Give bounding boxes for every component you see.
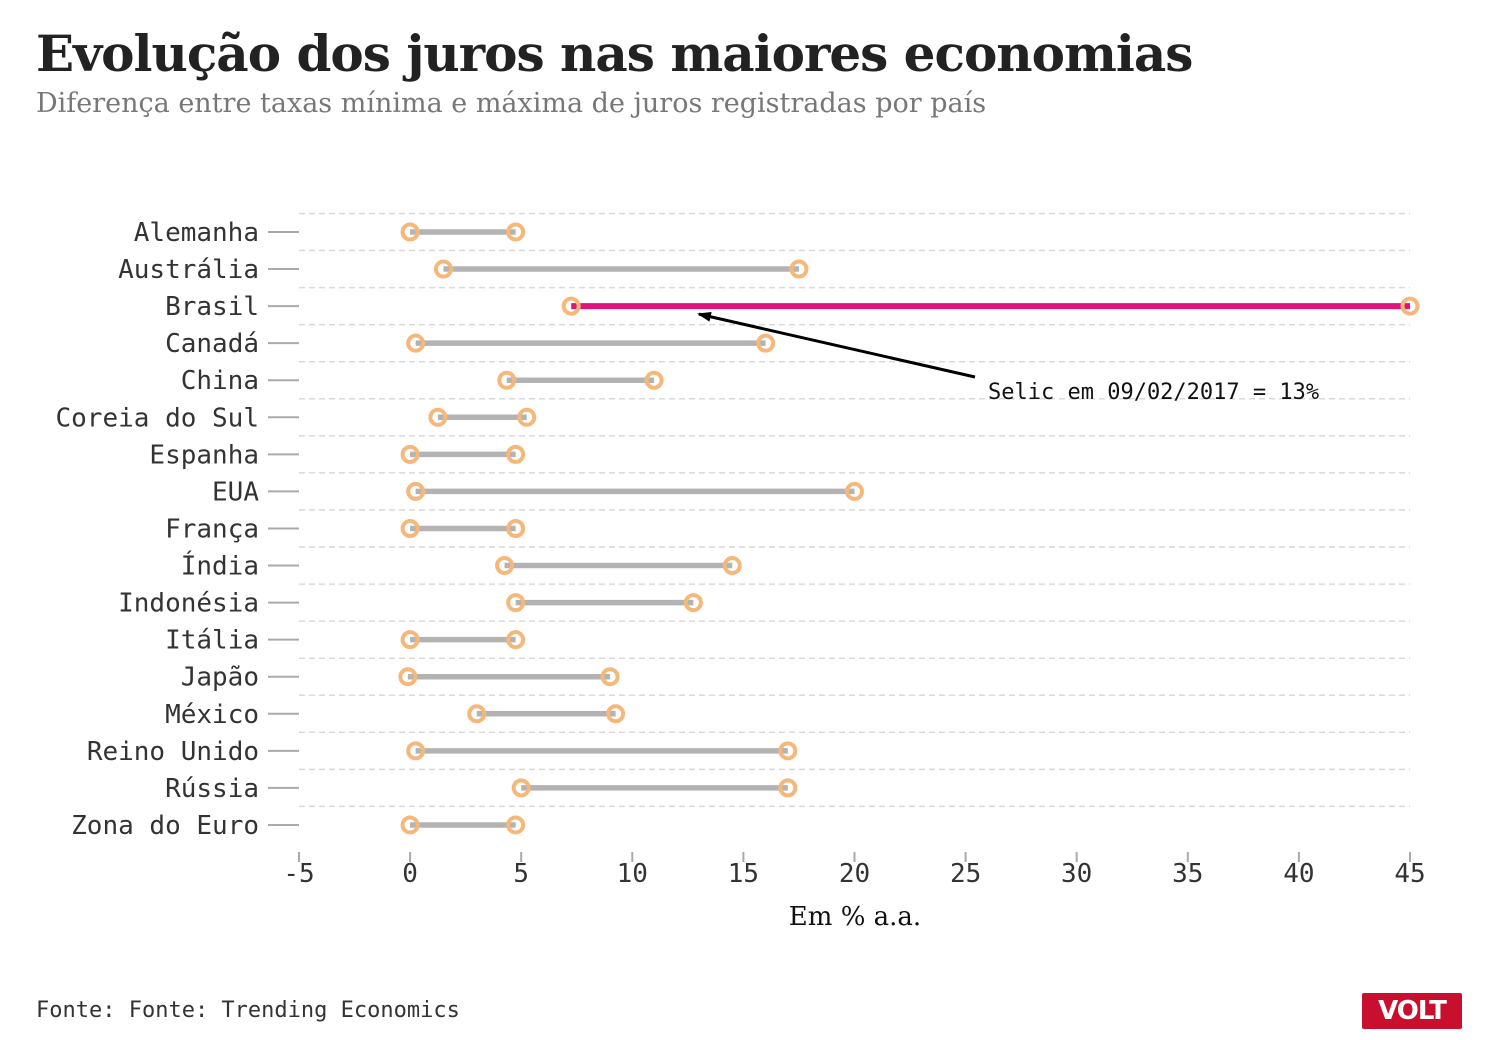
category-label: México bbox=[165, 700, 259, 730]
category-label: Rússia bbox=[165, 774, 259, 804]
max-point bbox=[789, 259, 809, 279]
min-point bbox=[400, 222, 420, 242]
min-point bbox=[467, 704, 487, 724]
min-point bbox=[497, 370, 517, 390]
category-label: EUA bbox=[212, 477, 259, 507]
max-point bbox=[506, 222, 526, 242]
max-point bbox=[606, 704, 626, 724]
annotation: Selic em 09/02/2017 = 13% bbox=[697, 311, 1319, 405]
min-point bbox=[406, 741, 426, 761]
min-point bbox=[511, 778, 531, 798]
annotation-arrow bbox=[697, 311, 976, 379]
range-points bbox=[398, 222, 1420, 835]
category-label: Reino Unido bbox=[87, 737, 259, 767]
min-point bbox=[428, 407, 448, 427]
x-tick-label: 25 bbox=[950, 859, 981, 889]
max-point bbox=[506, 630, 526, 650]
volt-logo: VOLT bbox=[1362, 993, 1462, 1029]
x-tick-label: 35 bbox=[1172, 859, 1203, 889]
x-tick-label: 45 bbox=[1394, 859, 1425, 889]
category-label: Coreia do Sul bbox=[56, 403, 260, 433]
min-point bbox=[400, 444, 420, 464]
source-note: Fonte: Fonte: Trending Economics bbox=[36, 998, 460, 1023]
category-label: China bbox=[181, 366, 259, 396]
max-point bbox=[506, 444, 526, 464]
min-point bbox=[433, 259, 453, 279]
x-axis-label: Em % a.a. bbox=[789, 902, 921, 932]
x-tick-label: 10 bbox=[617, 859, 648, 889]
min-point bbox=[406, 481, 426, 501]
x-tick-label: 40 bbox=[1283, 859, 1314, 889]
max-point bbox=[683, 593, 703, 613]
annotation-text: Selic em 09/02/2017 = 13% bbox=[988, 380, 1319, 405]
x-tick-label: 5 bbox=[513, 859, 529, 889]
category-label: França bbox=[165, 514, 259, 544]
chart-title: Evolução dos juros nas maiores economias bbox=[36, 24, 1193, 83]
max-point bbox=[506, 518, 526, 538]
min-point bbox=[406, 333, 426, 353]
grid-lines bbox=[299, 212, 1410, 808]
max-point bbox=[845, 481, 864, 501]
max-point bbox=[600, 667, 620, 687]
category-label: Brasil bbox=[165, 292, 259, 322]
category-label: Austrália bbox=[118, 255, 259, 285]
x-tick-label: 30 bbox=[1061, 859, 1092, 889]
min-point bbox=[561, 296, 581, 316]
max-point bbox=[778, 741, 798, 761]
max-point bbox=[644, 370, 664, 390]
max-point bbox=[1400, 296, 1420, 316]
category-label: Indonésia bbox=[118, 589, 259, 619]
min-point bbox=[506, 593, 526, 613]
range-bars bbox=[407, 229, 1410, 828]
category-label: Canadá bbox=[165, 329, 259, 359]
category-label: Japão bbox=[181, 663, 259, 693]
category-labels: Alemanha Austrália Brasil Canadá China Coreia… bbox=[56, 218, 260, 841]
max-point bbox=[506, 815, 526, 835]
x-tick-label: -5 bbox=[283, 859, 314, 889]
x-tick-label: 0 bbox=[402, 859, 418, 889]
chart-subtitle: Diferença entre taxas mínima e máxima de… bbox=[36, 88, 987, 119]
x-axis: -5 0 5 10 15 20 25 30 35 40 45 bbox=[283, 852, 1426, 889]
min-point bbox=[398, 667, 418, 687]
category-label: Zona do Euro bbox=[71, 811, 259, 841]
category-label: Índia bbox=[181, 550, 259, 582]
max-point bbox=[722, 556, 742, 576]
category-label: Alemanha bbox=[134, 218, 259, 248]
min-point bbox=[400, 518, 420, 538]
category-label: Itália bbox=[165, 626, 259, 656]
x-tick-label: 15 bbox=[728, 859, 759, 889]
max-point bbox=[778, 778, 798, 798]
min-point bbox=[400, 815, 420, 835]
x-tick-label: 20 bbox=[839, 859, 870, 889]
category-label: Espanha bbox=[149, 440, 259, 470]
min-point bbox=[400, 630, 420, 650]
max-point bbox=[756, 333, 776, 353]
max-point bbox=[517, 407, 537, 427]
min-point bbox=[495, 556, 515, 576]
category-ticks bbox=[268, 231, 299, 826]
